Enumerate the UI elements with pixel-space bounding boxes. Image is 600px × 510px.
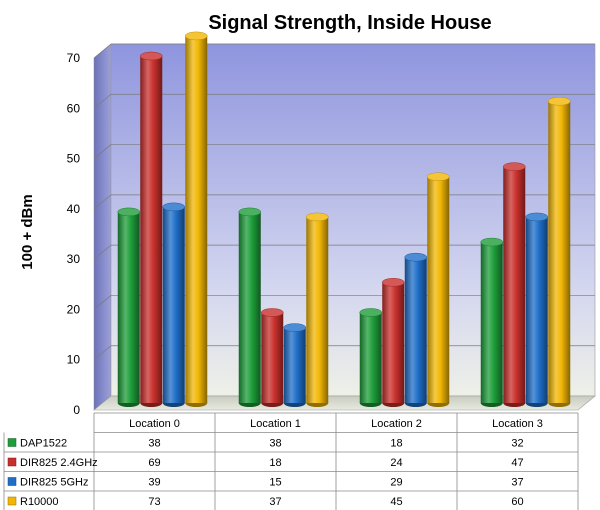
data-label: 37	[511, 477, 523, 489]
x-tick-label: Location 3	[492, 418, 543, 430]
y-tick-label: 30	[67, 252, 81, 266]
bar-dir825-5ghz-2	[404, 252, 427, 407]
gridline-side	[93, 345, 112, 360]
data-label: 73	[148, 496, 160, 508]
data-label: 45	[390, 496, 402, 508]
bars	[117, 31, 571, 407]
data-label: 29	[390, 477, 402, 489]
data-table: Location 0 Location 1 Location 2 Location 3…	[3, 412, 579, 510]
data-label: 37	[269, 496, 281, 508]
bar-dir825-2-4ghz-3	[503, 162, 526, 407]
legend-swatch	[7, 457, 17, 467]
legend-swatch	[7, 496, 17, 506]
data-label: 38	[148, 438, 160, 450]
legend-swatch	[7, 438, 17, 447]
bar-dap1522-2	[359, 308, 382, 407]
bar-r10000-2	[427, 172, 450, 407]
legend-entry: DIR825 2.4GHz	[20, 457, 98, 469]
gridline-side	[93, 43, 112, 59]
data-label: 38	[269, 438, 281, 450]
gridline-side	[93, 94, 112, 109]
x-tick-label: Location 2	[371, 418, 422, 430]
legend-swatch	[7, 477, 17, 486]
y-tick-label: 40	[67, 202, 81, 216]
bar-dir825-5ghz-3	[525, 212, 548, 407]
bar-dir825-2-4ghz-1	[261, 308, 284, 407]
x-tick-label: Location 0	[129, 418, 180, 430]
y-tick-label: 10	[67, 353, 81, 367]
chart-title: Signal Strength, Inside House	[208, 12, 491, 34]
gridline-side	[93, 295, 112, 310]
legend-entry: DIR825 5GHz	[20, 477, 88, 489]
y-tick-label: 60	[67, 101, 81, 115]
bar-dir825-2-4ghz-2	[382, 278, 405, 407]
y-tick-label: 70	[67, 51, 81, 65]
y-tick-label: 50	[67, 152, 81, 166]
y-axis: 0 10 20 30 40 50 60 70	[67, 51, 81, 417]
bar-dap1522-0	[117, 207, 140, 407]
data-label: 69	[148, 457, 160, 469]
legend-entry: R10000	[20, 496, 59, 508]
data-label: 60	[511, 496, 523, 508]
y-axis-label: 100 + dBm	[19, 194, 36, 269]
bar-r10000-1	[306, 212, 329, 407]
data-label: 18	[390, 438, 402, 450]
gridline-side	[93, 194, 112, 210]
data-label: 39	[148, 477, 160, 489]
floor	[93, 395, 596, 411]
bar-dir825-2-4ghz-0	[140, 51, 163, 407]
data-label: 24	[390, 457, 402, 469]
data-label: 15	[269, 477, 281, 489]
data-label: 18	[269, 457, 281, 469]
y-tick-label: 0	[73, 403, 80, 417]
bar-dap1522-1	[238, 207, 261, 407]
bar-r10000-3	[548, 97, 571, 407]
bar-dap1522-3	[480, 237, 503, 407]
data-label: 32	[511, 438, 523, 450]
data-label: 47	[511, 457, 523, 469]
y-tick-label: 20	[67, 302, 81, 316]
side-wall	[93, 43, 112, 411]
bar-r10000-0	[185, 31, 208, 407]
legend-entry: DAP1522	[20, 438, 67, 450]
gridline-side	[93, 244, 112, 260]
bar-dir825-5ghz-1	[283, 323, 306, 407]
x-tick-label: Location 1	[250, 418, 301, 430]
bar-dir825-5ghz-0	[162, 202, 185, 407]
gridline-side	[93, 144, 112, 159]
